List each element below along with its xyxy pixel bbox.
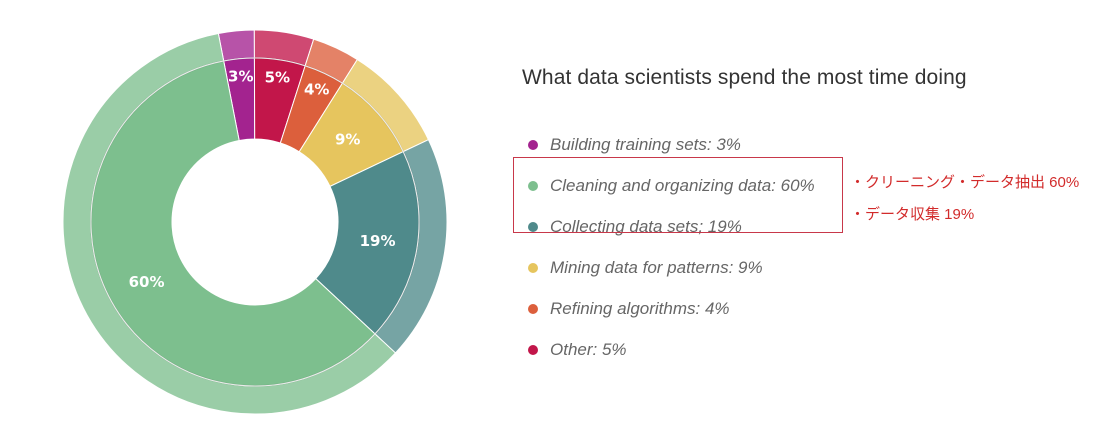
legend-label: Mining data for patterns: 9% (550, 257, 763, 277)
ring-divider (90, 57, 420, 387)
annotation-note-collecting: ・データ収集 19% (850, 206, 975, 223)
legend-label: Refining algorithms: 4% (550, 298, 730, 318)
legend-item: Refining algorithms: 4% (528, 288, 815, 329)
slice-cleaning-and-organizing-data (90, 60, 376, 387)
slice-label-collecting-data-sets: 19% (360, 232, 396, 250)
slice-label-cleaning-and-organizing-data: 60% (129, 273, 165, 291)
slice-outer-building-training-sets (217, 29, 255, 62)
highlight-box (513, 157, 843, 233)
donut-chart: 3% 5% 4% 9% 19% 60% (62, 29, 448, 415)
legend-dot-icon (528, 221, 538, 232)
legend-dot-icon (528, 262, 538, 273)
legend-label: Cleaning and organizing data: 60% (550, 175, 815, 195)
legend-item: Mining data for patterns: 9% (528, 247, 815, 288)
chart-legend: Building training sets: 3% Cleaning and o… (528, 124, 815, 370)
chart-title: What data scientists spend the most time… (522, 66, 967, 89)
slice-label-refining-algorithms: 4% (304, 81, 329, 99)
slice-collecting-data-sets (314, 150, 420, 335)
annotation-note-cleaning: ・クリーニング・データ抽出 60% (850, 174, 1080, 191)
legend-label: Collecting data sets; 19% (550, 216, 742, 236)
legend-item: Building training sets: 3% (528, 124, 815, 165)
legend-dot-icon (528, 344, 538, 355)
legend-label: Other: 5% (550, 339, 627, 359)
slice-label-building-training-sets: 3% (228, 68, 253, 86)
legend-item: Other: 5% (528, 329, 815, 370)
legend-dot-icon (528, 303, 538, 314)
legend-item: Collecting data sets; 19% (528, 206, 815, 247)
slice-label-mining-data-for-patterns: 9% (335, 131, 360, 149)
slice-label-other: 5% (265, 69, 290, 87)
legend-dot-icon (528, 180, 538, 191)
legend-dot-icon (528, 139, 538, 150)
legend-item: Cleaning and organizing data: 60% (528, 165, 815, 206)
legend-label: Building training sets: 3% (550, 134, 741, 154)
